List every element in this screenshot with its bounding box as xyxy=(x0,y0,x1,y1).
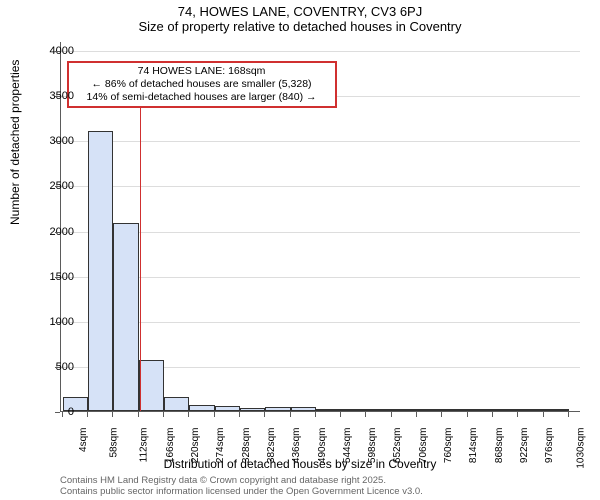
y-tick-mark xyxy=(55,96,60,97)
histogram-bar xyxy=(316,409,341,411)
histogram-bar xyxy=(493,409,518,411)
y-tick-label: 2500 xyxy=(34,180,74,192)
x-tick-mark xyxy=(517,412,518,417)
x-tick-mark xyxy=(214,412,215,417)
histogram-bar xyxy=(518,409,543,411)
annotation-box: 74 HOWES LANE: 168sqm← 86% of detached h… xyxy=(67,61,337,108)
x-tick-label: 598sqm xyxy=(367,428,378,464)
y-tick-mark xyxy=(55,367,60,368)
histogram-bar xyxy=(341,409,366,411)
x-tick-mark xyxy=(492,412,493,417)
histogram-bar xyxy=(240,408,265,411)
footer-attribution: Contains HM Land Registry data © Crown c… xyxy=(60,476,423,498)
y-tick-label: 1000 xyxy=(34,316,74,328)
x-tick-mark xyxy=(264,412,265,417)
y-tick-label: 4000 xyxy=(34,45,74,57)
x-tick-mark xyxy=(543,412,544,417)
histogram-bar xyxy=(189,405,214,411)
histogram-bar xyxy=(215,406,240,411)
histogram-bar xyxy=(544,409,569,411)
x-tick-label: 166sqm xyxy=(165,428,176,464)
y-tick-mark xyxy=(55,51,60,52)
x-tick-mark xyxy=(138,412,139,417)
y-axis-label: Number of detached properties xyxy=(8,60,22,225)
x-tick-label: 868sqm xyxy=(494,428,505,464)
x-tick-mark xyxy=(391,412,392,417)
y-tick-label: 3500 xyxy=(34,90,74,102)
x-tick-mark xyxy=(112,412,113,417)
x-tick-label: 112sqm xyxy=(139,428,150,463)
x-tick-label: 220sqm xyxy=(190,428,201,464)
annotation-line: ← 86% of detached houses are smaller (5,… xyxy=(75,78,329,91)
x-tick-mark xyxy=(315,412,316,417)
x-tick-label: 652sqm xyxy=(393,428,404,464)
x-tick-mark xyxy=(340,412,341,417)
histogram-bar xyxy=(468,409,493,411)
y-tick-mark xyxy=(55,232,60,233)
x-tick-mark xyxy=(62,412,63,417)
gridline xyxy=(61,51,580,52)
x-tick-label: 490sqm xyxy=(317,428,328,464)
x-tick-mark xyxy=(239,412,240,417)
annotation-line: 14% of semi-detached houses are larger (… xyxy=(75,91,329,104)
y-tick-mark xyxy=(55,412,60,413)
x-tick-label: 706sqm xyxy=(418,428,429,464)
x-tick-label: 58sqm xyxy=(109,428,120,458)
x-tick-label: 4sqm xyxy=(78,428,89,452)
x-tick-mark xyxy=(467,412,468,417)
y-tick-mark xyxy=(55,277,60,278)
x-tick-mark xyxy=(568,412,569,417)
x-tick-mark xyxy=(416,412,417,417)
y-tick-mark xyxy=(55,141,60,142)
x-tick-mark xyxy=(365,412,366,417)
x-tick-label: 328sqm xyxy=(241,428,252,464)
x-tick-label: 976sqm xyxy=(544,428,555,464)
histogram-bar xyxy=(139,360,164,411)
y-tick-mark xyxy=(55,186,60,187)
histogram-bar xyxy=(392,409,417,411)
y-tick-label: 0 xyxy=(34,406,74,418)
histogram-bar xyxy=(164,397,189,411)
footer-line2: Contains public sector information licen… xyxy=(60,487,423,498)
x-tick-mark xyxy=(163,412,164,417)
histogram-bar xyxy=(265,407,290,411)
x-tick-label: 544sqm xyxy=(342,428,353,464)
x-tick-mark xyxy=(290,412,291,417)
x-tick-mark xyxy=(441,412,442,417)
x-tick-label: 814sqm xyxy=(468,428,479,464)
histogram-bar xyxy=(88,131,113,411)
chart-container: 74, HOWES LANE, COVENTRY, CV3 6PJ Size o… xyxy=(0,0,600,500)
property-marker-line xyxy=(140,82,141,411)
x-tick-mark xyxy=(188,412,189,417)
x-tick-label: 1030sqm xyxy=(575,428,586,469)
x-tick-label: 274sqm xyxy=(215,428,226,464)
histogram-bar xyxy=(291,407,316,411)
y-tick-label: 2000 xyxy=(34,226,74,238)
x-tick-label: 760sqm xyxy=(443,428,454,464)
annotation-line: 74 HOWES LANE: 168sqm xyxy=(75,65,329,78)
title-address: 74, HOWES LANE, COVENTRY, CV3 6PJ xyxy=(0,0,600,19)
x-tick-label: 382sqm xyxy=(266,428,277,464)
x-tick-mark xyxy=(87,412,88,417)
x-tick-label: 436sqm xyxy=(291,428,302,464)
y-tick-label: 3000 xyxy=(34,135,74,147)
histogram-bar xyxy=(442,409,467,411)
y-tick-label: 500 xyxy=(34,361,74,373)
title-subtitle: Size of property relative to detached ho… xyxy=(0,19,600,36)
x-tick-label: 922sqm xyxy=(519,428,530,464)
y-tick-label: 1500 xyxy=(34,271,74,283)
y-tick-mark xyxy=(55,322,60,323)
plot-area: 74 HOWES LANE: 168sqm← 86% of detached h… xyxy=(60,42,580,412)
histogram-bar xyxy=(113,223,138,411)
histogram-bar xyxy=(417,409,442,411)
histogram-bar xyxy=(366,409,391,411)
